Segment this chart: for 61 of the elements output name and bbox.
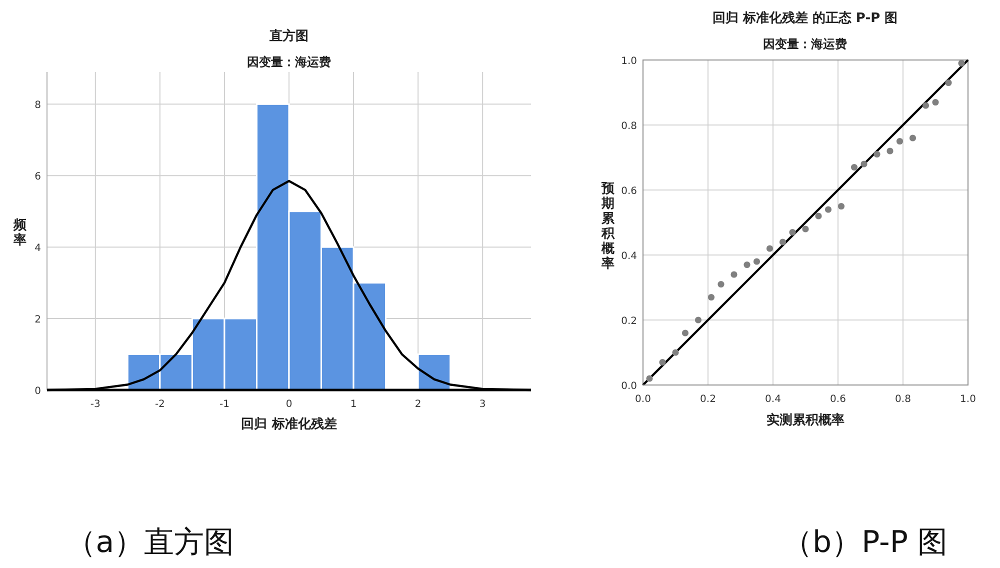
point [766,245,774,252]
point [708,294,715,301]
point [815,212,822,220]
x-tick-label: 0.6 [830,394,846,405]
point [646,375,653,382]
y-tick-label: 0.0 [621,381,637,392]
y-tick-label: 0.2 [621,316,637,327]
x-tick-label: -1 [219,399,230,410]
y-tick-label: 0 [34,386,41,397]
x-tick-label: 1.0 [960,394,976,405]
y-tick-label: 0.4 [621,251,637,262]
y-tick-label: 8 [34,100,41,112]
text: （a）直方图 [66,525,234,560]
point [753,258,760,265]
point [779,238,786,246]
point [922,102,930,109]
x-tick-label: 1 [350,399,357,410]
x-axis-title: 回归 标准化残差 [241,416,337,432]
y-tick-label: 0.6 [621,186,637,197]
chart-title: 回归 标准化残差 的正态 P-P 图 [712,10,898,26]
y-axis-title: 预期累积概率 [600,182,616,272]
x-tick-label: 0.2 [700,394,716,405]
x-tick-label: 0.8 [895,394,911,405]
point [932,98,939,106]
chart-subtitle: 因变量：海运费 [763,37,847,51]
y-tick-label: 1.0 [621,56,637,67]
point [909,134,916,142]
point [896,138,904,145]
x-tick-label: 0.0 [635,394,651,405]
y-tick-label: 2 [34,314,41,326]
x-tick-label: 0 [286,399,292,410]
y-axis-title: 频率 [12,218,28,248]
point [694,316,702,324]
x-tick-label: 3 [479,399,486,410]
point [659,358,666,366]
point [874,150,880,158]
point [850,164,858,171]
chart-subtitle: 因变量：海运费 [247,55,331,69]
point [730,271,738,278]
point [672,349,679,356]
x-axis-title: 实测累积概率 [766,412,844,428]
y-tick-label: 6 [34,172,41,183]
point [718,280,724,288]
x-tick-label: 0.4 [765,394,781,405]
point [789,228,796,236]
point [860,160,868,168]
x-tick-label: -2 [154,399,165,410]
x-tick-label: -3 [90,399,100,410]
point [945,79,952,86]
x-tick-label: 2 [414,399,422,410]
point [886,148,894,154]
chart-title: 直方图 [268,28,308,44]
point [802,226,809,232]
text: （b）P-P 图 [782,525,948,560]
point [682,330,689,336]
point [744,261,750,268]
point [838,202,845,210]
y-tick-label: 4 [34,243,41,254]
y-tick-label: 0.8 [621,121,637,132]
point [958,60,965,67]
point [824,206,832,213]
